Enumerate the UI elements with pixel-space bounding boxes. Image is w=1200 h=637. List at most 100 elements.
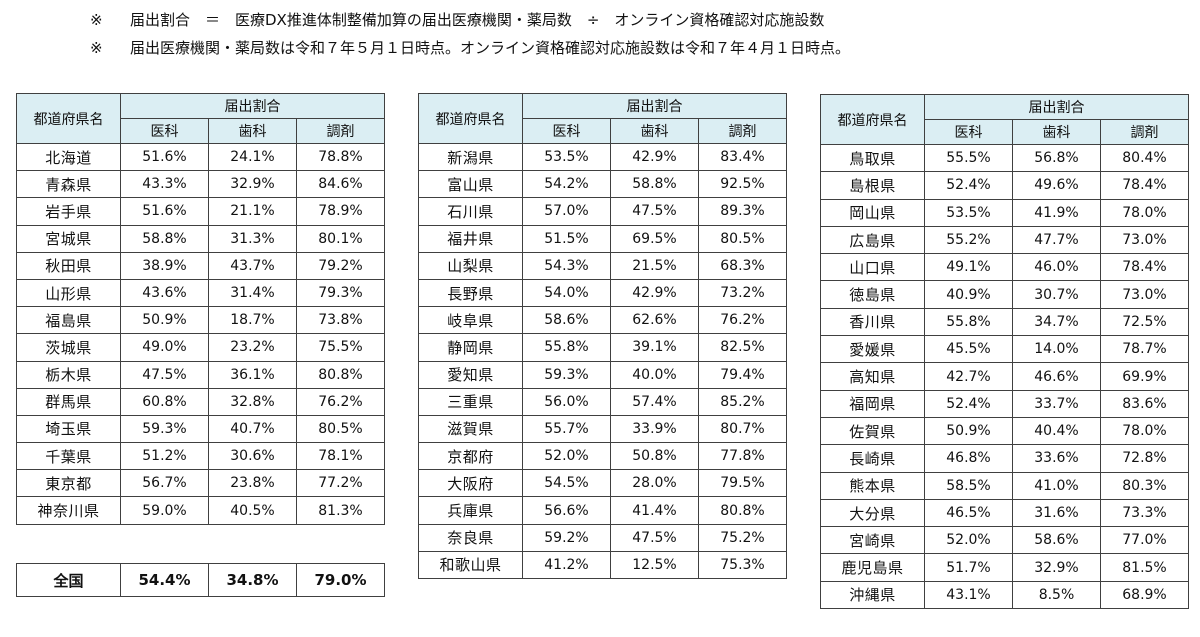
note-mark: ※: [90, 39, 103, 57]
medical-ratio-cell: 56.6%: [522, 496, 611, 525]
dental-ratio-cell: 43.7%: [208, 251, 297, 280]
dental-ratio-cell: 41.0%: [1012, 471, 1101, 500]
pharmacy-ratio-cell: 69.9%: [1100, 362, 1189, 391]
header-prefecture-name: 都道府県名: [418, 93, 523, 144]
medical-ratio-cell: 57.0%: [522, 197, 611, 226]
note-text: 届出割合 ＝ 医療DX推進体制整備加算の届出医療機関・薬局数 ÷ オンライン資格…: [130, 11, 825, 29]
table-row: 京都府 52.0% 50.8% 77.8%: [418, 442, 787, 471]
pharmacy-ratio-cell: 78.0%: [1100, 416, 1189, 446]
pharmacy-ratio-cell: 83.4%: [698, 142, 787, 172]
dental-ratio-cell: 42.9%: [610, 142, 699, 172]
prefecture-name-cell: 三重県: [418, 387, 523, 416]
pharmacy-ratio-cell: 80.4%: [1100, 143, 1189, 173]
medical-ratio-cell: 49.1%: [924, 253, 1013, 282]
prefecture-name-cell: 徳島県: [820, 280, 925, 309]
medical-ratio-cell: 51.5%: [522, 224, 611, 253]
pharmacy-ratio-cell: 72.8%: [1100, 444, 1189, 473]
dental-ratio-cell: 50.8%: [610, 442, 699, 471]
pharmacy-ratio-cell: 79.5%: [698, 469, 787, 498]
medical-ratio-cell: 59.2%: [522, 523, 611, 552]
header-medical: 医科: [924, 119, 1013, 145]
prefecture-table-central: 都道府県名 届出割合 医科 歯科 調剤 新潟県 53.5% 42.9% 83.4% 富山…: [418, 93, 787, 580]
dental-ratio-cell: 14.0%: [1012, 335, 1101, 364]
pharmacy-ratio-cell: 80.5%: [296, 414, 385, 444]
dental-ratio-cell: 47.5%: [610, 523, 699, 552]
table-row: 岡山県 53.5% 41.9% 78.0%: [820, 198, 1189, 227]
medical-ratio-cell: 45.5%: [924, 335, 1013, 364]
prefecture-name-cell: 宮城県: [16, 224, 121, 253]
pharmacy-ratio-cell: 80.3%: [1100, 471, 1189, 500]
table-row: 島根県 52.4% 49.6% 78.4%: [820, 171, 1189, 200]
table-row: 宮城県 58.8% 31.3% 80.1%: [16, 224, 385, 253]
prefecture-name-cell: 福井県: [418, 224, 523, 253]
medical-ratio-cell: 56.0%: [522, 387, 611, 416]
pharmacy-ratio-cell: 72.5%: [1100, 307, 1189, 337]
table-row: 埼玉県 59.3% 40.7% 80.5%: [16, 414, 385, 444]
table-row: 大分県 46.5% 31.6% 73.3%: [820, 498, 1189, 528]
header-pharmacy: 調剤: [296, 118, 385, 144]
medical-ratio-cell: 60.8%: [120, 387, 209, 416]
pharmacy-ratio-cell: 68.3%: [698, 251, 787, 280]
dental-ratio-cell: 36.1%: [208, 360, 297, 389]
table-row: 大阪府 54.5% 28.0% 79.5%: [418, 469, 787, 498]
prefecture-name-cell: 愛知県: [418, 360, 523, 389]
dental-ratio-cell: 47.5%: [610, 197, 699, 226]
national-total-table: 全国 54.4% 34.8% 79.0%: [16, 563, 385, 597]
prefecture-name-cell: 栃木県: [16, 360, 121, 389]
dental-ratio-cell: 24.1%: [208, 142, 297, 172]
medical-ratio-cell: 58.8%: [120, 224, 209, 253]
dental-ratio-cell: 40.4%: [1012, 416, 1101, 446]
prefecture-table-east: 都道府県名 届出割合 医科 歯科 調剤 北海道 51.6% 24.1% 78.8% 青森…: [16, 93, 385, 525]
pharmacy-ratio-cell: 75.2%: [698, 523, 787, 552]
pharmacy-ratio-cell: 80.1%: [296, 224, 385, 253]
prefecture-name-cell: 富山県: [418, 170, 523, 199]
dental-ratio-cell: 31.3%: [208, 224, 297, 253]
table-row: 岩手県 51.6% 21.1% 78.9%: [16, 197, 385, 226]
table-row: 奈良県 59.2% 47.5% 75.2%: [418, 523, 787, 552]
table-row: 福島県 50.9% 18.7% 73.8%: [16, 306, 385, 335]
medical-ratio-cell: 55.8%: [522, 333, 611, 362]
prefecture-name-cell: 新潟県: [418, 142, 523, 172]
prefecture-name-cell: 佐賀県: [820, 416, 925, 446]
prefecture-name-cell: 埼玉県: [16, 414, 121, 444]
pharmacy-ratio-cell: 73.0%: [1100, 280, 1189, 309]
medical-ratio-cell: 40.9%: [924, 280, 1013, 309]
medical-ratio-cell: 55.7%: [522, 414, 611, 444]
pharmacy-ratio-cell: 79.4%: [698, 360, 787, 389]
prefecture-name-cell: 鳥取県: [820, 143, 925, 173]
header-notification-ratio: 届出割合: [522, 93, 787, 119]
dental-ratio-cell: 57.4%: [610, 387, 699, 416]
table-row: 三重県 56.0% 57.4% 85.2%: [418, 387, 787, 416]
pharmacy-ratio-cell: 84.6%: [296, 170, 385, 199]
table-row: 宮崎県 52.0% 58.6% 77.0%: [820, 526, 1189, 555]
prefecture-name-cell: 山梨県: [418, 251, 523, 280]
medical-ratio-cell: 51.7%: [924, 553, 1013, 582]
medical-ratio-cell: 52.4%: [924, 171, 1013, 200]
dental-ratio-cell: 41.9%: [1012, 198, 1101, 227]
prefecture-name-cell: 長崎県: [820, 444, 925, 473]
dental-ratio-cell: 46.0%: [1012, 253, 1101, 282]
pharmacy-ratio-cell: 89.3%: [698, 197, 787, 226]
pharmacy-ratio-cell: 81.5%: [1100, 553, 1189, 582]
pharmacy-ratio-cell: 78.4%: [1100, 253, 1189, 282]
dental-ratio-cell: 39.1%: [610, 333, 699, 362]
dental-ratio-cell: 58.8%: [610, 170, 699, 199]
prefecture-name-cell: 石川県: [418, 197, 523, 226]
table-row: 長野県 54.0% 42.9% 73.2%: [418, 278, 787, 308]
medical-ratio-cell: 42.7%: [924, 362, 1013, 391]
prefecture-name-cell: 福島県: [16, 306, 121, 335]
dental-ratio-cell: 40.7%: [208, 414, 297, 444]
prefecture-name-cell: 愛媛県: [820, 335, 925, 364]
dental-ratio-cell: 21.5%: [610, 251, 699, 280]
table-row: 滋賀県 55.7% 33.9% 80.7%: [418, 414, 787, 444]
dental-ratio-cell: 32.9%: [1012, 553, 1101, 582]
medical-ratio-cell: 43.6%: [120, 278, 209, 308]
table-row: 香川県 55.8% 34.7% 72.5%: [820, 307, 1189, 337]
prefecture-name-cell: 東京都: [16, 469, 121, 498]
table-row: 和歌山県 41.2% 12.5% 75.3%: [418, 550, 787, 580]
dental-ratio-cell: 42.9%: [610, 278, 699, 308]
prefecture-name-cell: 岡山県: [820, 198, 925, 227]
dental-ratio-cell: 33.6%: [1012, 444, 1101, 473]
medical-ratio-cell: 59.3%: [120, 414, 209, 444]
pharmacy-ratio-cell: 77.0%: [1100, 526, 1189, 555]
